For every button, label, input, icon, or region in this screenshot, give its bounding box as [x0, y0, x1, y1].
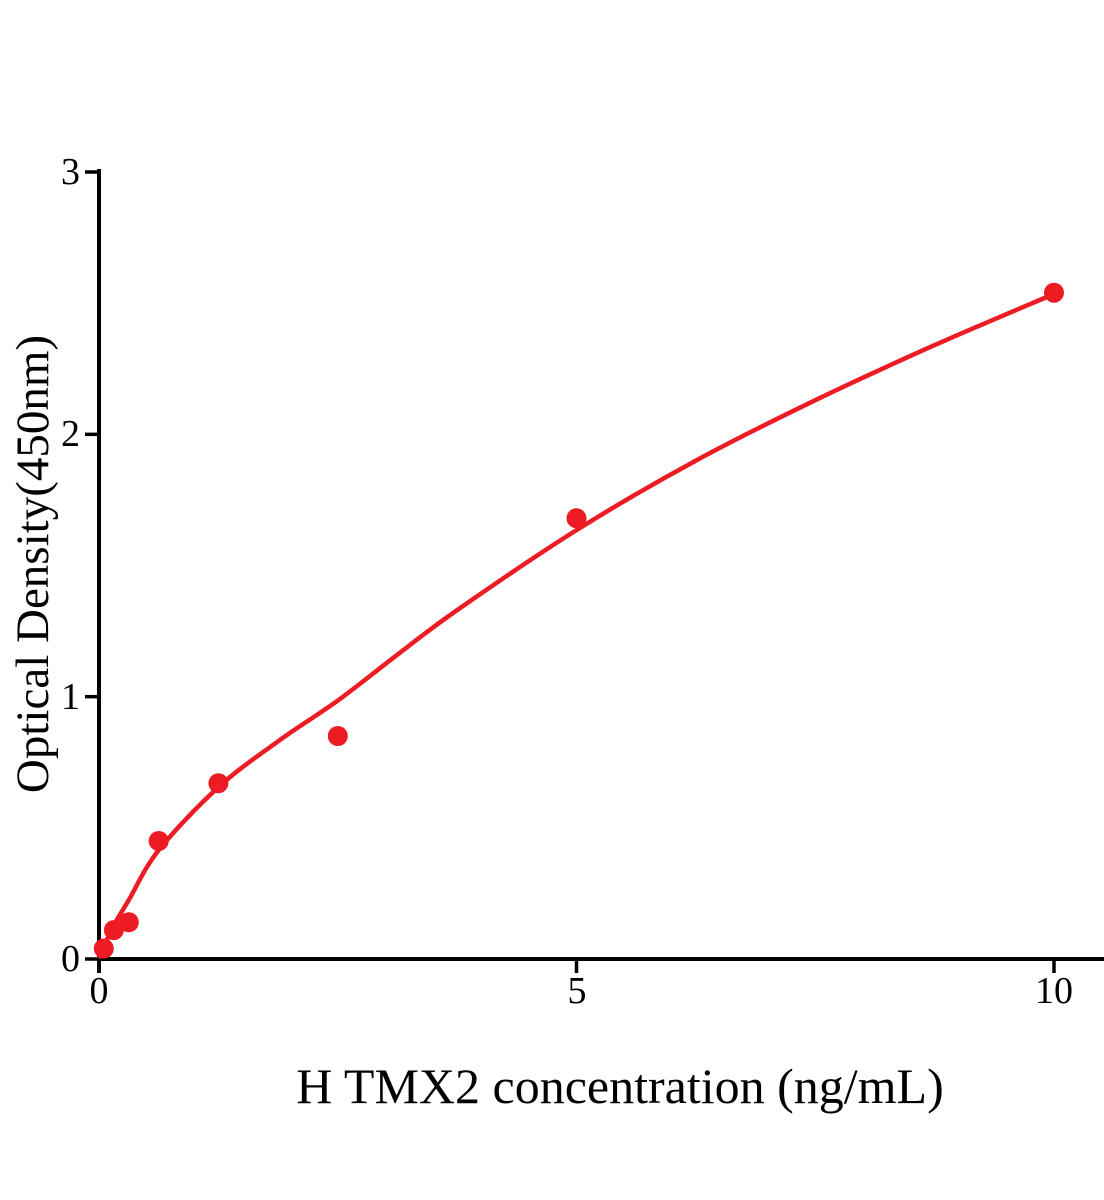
x-tick-label: 0 [89, 970, 109, 1012]
y-tick-label: 0 [61, 938, 80, 980]
x-tick-label: 5 [567, 970, 587, 1012]
data-point [103, 920, 124, 941]
data-point [1044, 282, 1064, 303]
data-point [118, 912, 139, 933]
data-point [566, 508, 587, 529]
data-point [148, 831, 169, 851]
x-tick-label: 10 [1035, 970, 1073, 1012]
x-axis-title: H TMX2 concentration (ng/mL) [296, 1058, 944, 1114]
y-axis-title: Optical Density(450nm) [7, 334, 59, 794]
data-point [327, 726, 348, 746]
data-point [208, 773, 229, 794]
data-point [93, 938, 114, 959]
y-tick-label: 2 [61, 413, 80, 455]
y-tick-label: 3 [61, 151, 80, 193]
y-tick-label: 1 [61, 676, 80, 718]
fit-curve [97, 291, 1057, 959]
